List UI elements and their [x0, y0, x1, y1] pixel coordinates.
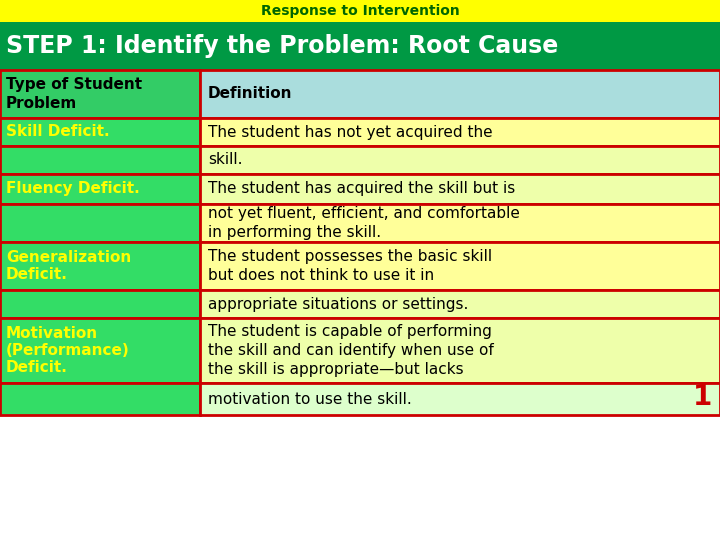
Bar — [0, 118, 200, 146]
Bar — [200, 290, 720, 318]
Bar — [200, 204, 720, 242]
Bar — [0, 146, 200, 174]
Text: Type of Student
Problem: Type of Student Problem — [6, 77, 142, 111]
Bar — [200, 318, 720, 383]
Bar — [0, 22, 720, 70]
Text: Fluency Deficit.: Fluency Deficit. — [6, 181, 140, 197]
Text: STEP 1: Identify the Problem: Root Cause: STEP 1: Identify the Problem: Root Cause — [6, 34, 558, 58]
Bar — [0, 290, 200, 318]
Bar — [0, 383, 200, 415]
Bar — [200, 146, 720, 174]
Text: Definition: Definition — [208, 86, 292, 102]
Bar — [0, 0, 720, 22]
Bar — [200, 70, 720, 118]
Bar — [200, 118, 720, 146]
Text: The student possesses the basic skill
but does not think to use it in: The student possesses the basic skill bu… — [208, 249, 492, 283]
Text: Motivation
(Performance)
Deficit.: Motivation (Performance) Deficit. — [6, 326, 130, 375]
Text: The student has not yet acquired the: The student has not yet acquired the — [208, 125, 492, 139]
Text: appropriate situations or settings.: appropriate situations or settings. — [208, 296, 469, 312]
Text: The student is capable of performing
the skill and can identify when use of
the : The student is capable of performing the… — [208, 325, 494, 376]
Text: Skill Deficit.: Skill Deficit. — [6, 125, 109, 139]
Text: Response to Intervention: Response to Intervention — [261, 4, 459, 18]
Text: motivation to use the skill.: motivation to use the skill. — [208, 392, 412, 407]
Bar — [200, 242, 720, 290]
Bar — [0, 174, 200, 204]
Bar — [200, 383, 720, 415]
Text: 1: 1 — [693, 383, 712, 411]
Text: Generalization
Deficit.: Generalization Deficit. — [6, 250, 131, 282]
Bar — [0, 318, 200, 383]
Bar — [0, 70, 200, 118]
Bar — [0, 204, 200, 242]
Bar — [0, 242, 200, 290]
Text: skill.: skill. — [208, 152, 243, 167]
Text: not yet fluent, efficient, and comfortable
in performing the skill.: not yet fluent, efficient, and comfortab… — [208, 206, 520, 240]
Bar — [200, 174, 720, 204]
Text: The student has acquired the skill but is: The student has acquired the skill but i… — [208, 181, 516, 197]
